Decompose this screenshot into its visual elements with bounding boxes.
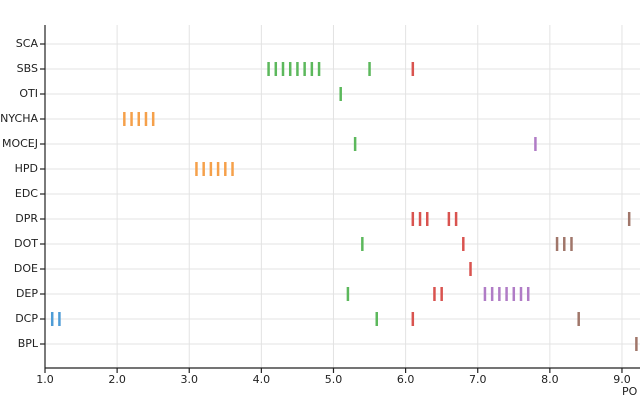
x-tick-label: 7.0 xyxy=(469,373,487,386)
x-tick-label: 2.0 xyxy=(108,373,126,386)
y-tick-label: BPL xyxy=(18,337,39,350)
x-tick-label: 9.0 xyxy=(613,373,631,386)
x-axis-title: PO xyxy=(622,385,638,398)
y-tick-label: DEP xyxy=(16,287,38,300)
y-tick-label: EDC xyxy=(15,187,38,200)
y-tick-label: DCP xyxy=(15,312,38,325)
y-tick-label: MOCEJ xyxy=(2,137,38,150)
x-tick-label: 4.0 xyxy=(253,373,271,386)
y-tick-label: DPR xyxy=(15,212,38,225)
x-tick-label: 8.0 xyxy=(541,373,559,386)
x-tick-label: 1.0 xyxy=(36,373,54,386)
y-tick-label: SBS xyxy=(17,62,38,75)
y-tick-label: SCA xyxy=(16,37,39,50)
y-tick-label: OTI xyxy=(19,87,38,100)
y-tick-label: HPD xyxy=(15,162,38,175)
x-tick-label: 3.0 xyxy=(180,373,198,386)
y-tick-label: NYCHA xyxy=(0,112,38,125)
y-tick-label: DOE xyxy=(14,262,38,275)
x-tick-label: 6.0 xyxy=(397,373,415,386)
y-tick-label: DOT xyxy=(14,237,38,250)
x-tick-label: 5.0 xyxy=(325,373,343,386)
